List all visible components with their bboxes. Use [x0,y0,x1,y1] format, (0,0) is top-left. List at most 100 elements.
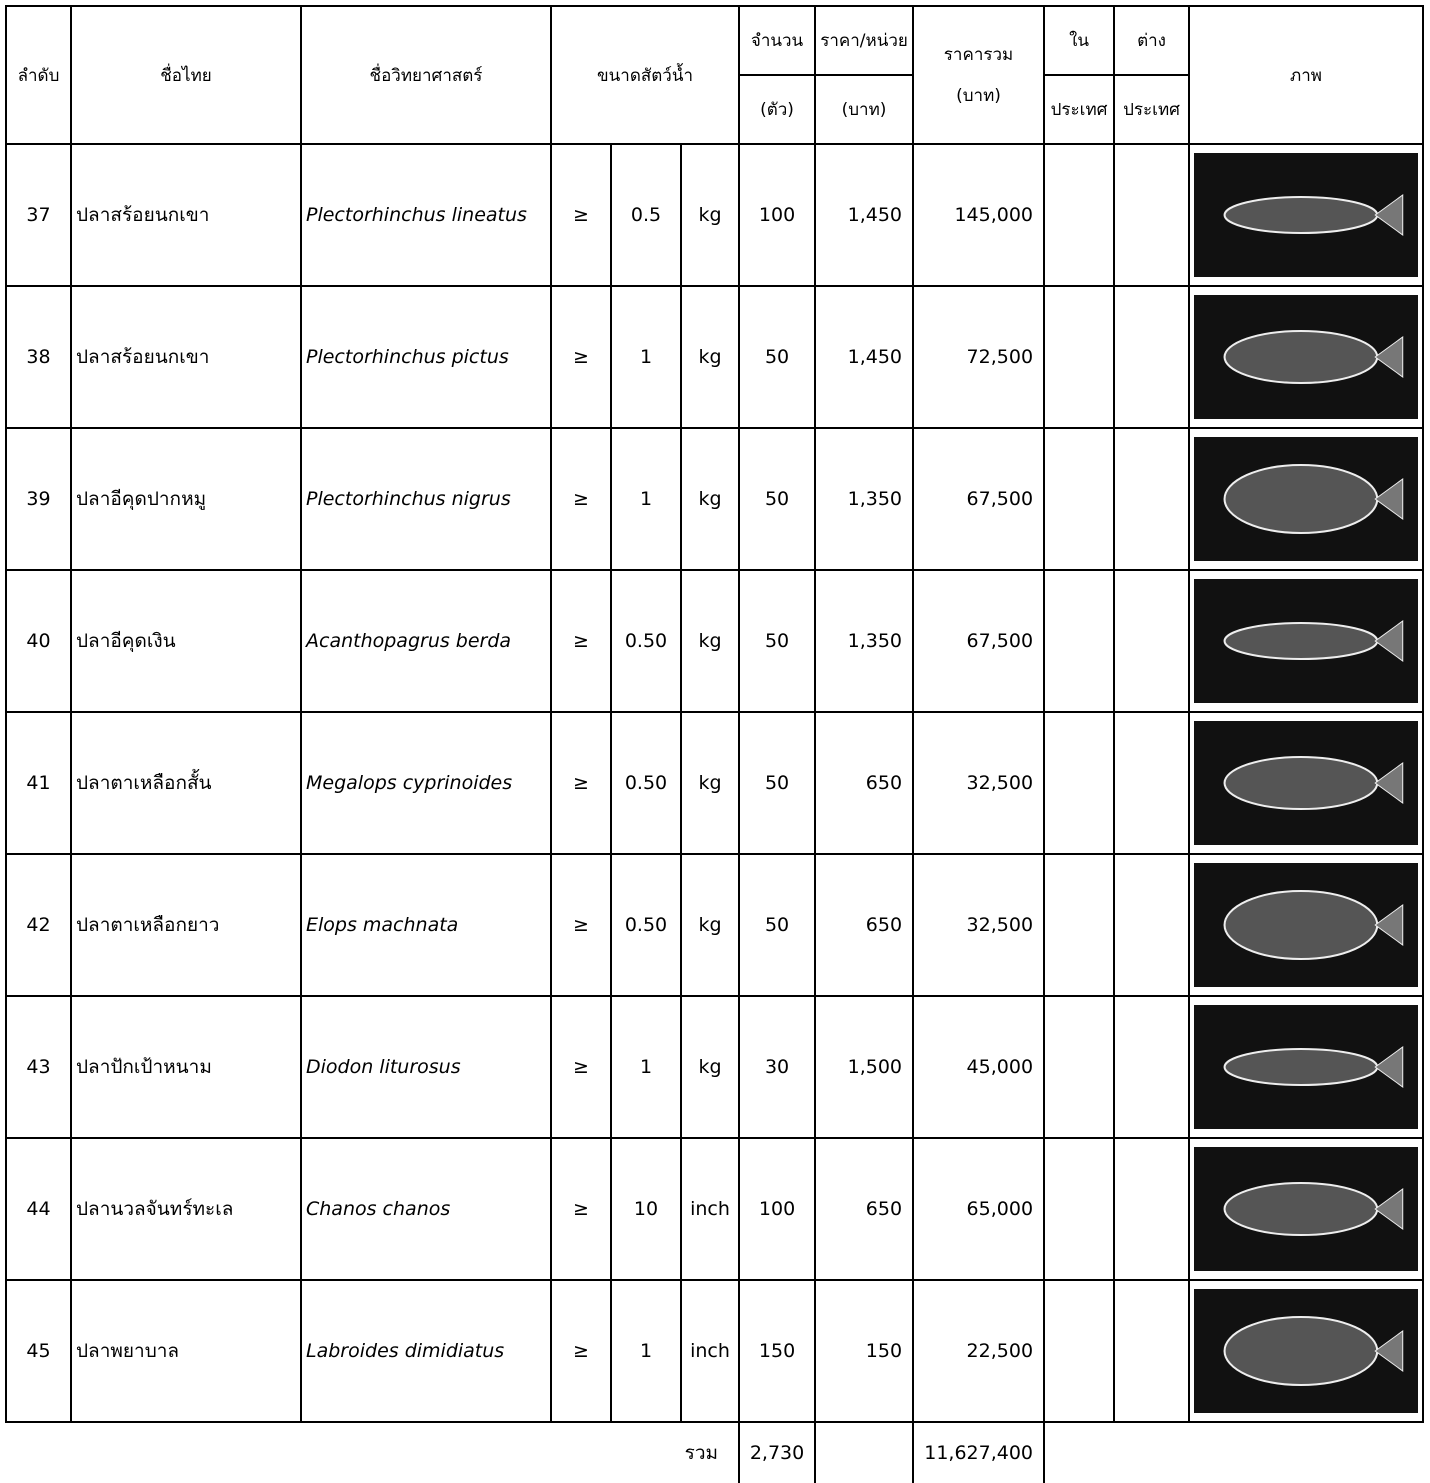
thai-name: ปลาอีคุดปากหมู [70,427,302,571]
scientific-name: Plectorhinchus pictus [300,285,552,429]
table-row: 45 ปลาพยาบาล Labroides dimidiatus ≥1 inch 150… [5,1279,1425,1423]
row-number: 39 [5,427,72,571]
total-price: 65,000 [912,1137,1046,1281]
size-operator: ≥ [550,285,612,429]
header-cell: (ตัว) [738,74,817,145]
header-cell: ภาพ [1188,5,1425,145]
size-operator: ≥ [550,1279,612,1423]
header-row: (ตัว) (บาท) ประเทศ ประเทศ [6,74,1423,145]
table-row: 44 ปลานวลจันทร์ทะเล Chanos chanos ≥10 inch 10… [5,1137,1425,1281]
photo-shape [1223,622,1379,660]
size-operator: ≥ [550,1137,612,1281]
size-operator: ≥ [550,995,612,1139]
table-row: 39 ปลาอีคุดปากหมู Plectorhinchus nigrus ≥1 k… [5,427,1425,571]
blank-cell [1044,1422,1423,1483]
row-number: 44 [5,1137,72,1281]
scientific-name: Elops machnata [300,853,552,997]
foreign-cell [1113,995,1191,1139]
thai-name: ปลาปักเป้าหนาม [70,995,302,1139]
total-price: 72,500 [912,285,1046,429]
thai-name: ปลานวลจันทร์ทะเล [70,1137,302,1281]
image-cell [1188,427,1425,571]
image-cell [1188,1137,1425,1281]
header-row: ลำดับ ชื่อไทย ชื่อวิทยาศาสตร์ ขนาดสัตว์น… [5,5,1425,145]
domestic-cell [1043,711,1116,855]
thai-name: ปลาตาเหลือกสั้น [70,711,302,855]
header-cell: ชื่อวิทยาศาสตร์ [300,5,552,145]
size-value: 1 [610,427,682,571]
row-number: 38 [5,285,72,429]
image-cell [1188,285,1425,429]
total-price: 22,500 [912,1279,1046,1423]
domestic-cell [1043,285,1116,429]
photo-shape [1223,1316,1379,1386]
fish-photo [1194,295,1419,419]
header-cell: ประเทศ [1113,74,1191,145]
header-cell: ใน [1043,5,1116,76]
table-row: 38 ปลาสร้อยนกเขา Plectorhinchus pictus ≥1 kg… [5,285,1425,429]
foreign-cell [1113,285,1191,429]
total-price: 11,627,400 [912,1421,1046,1483]
thai-name: ปลาสร้อยนกเขา [70,143,302,287]
table-header: ลำดับ ชื่อไทย ชื่อวิทยาศาสตร์ ขนาดสัตว์น… [5,5,1425,145]
header-cell: ราคา/หน่วย [814,5,915,76]
size-value: 1 [610,995,682,1139]
size-operator: ≥ [550,711,612,855]
image-cell [1188,995,1425,1139]
total-price: 67,500 [912,427,1046,571]
size-unit: kg [679,427,741,571]
domestic-cell [1043,569,1116,713]
unit-price: 1,450 [814,143,915,287]
image-cell [1188,143,1425,287]
quantity: 50 [738,711,817,855]
header-text: (บาท) [956,86,1001,106]
table-body: 37 ปลาสร้อยนกเขา Plectorhinchus lineatus ≥0… [5,143,1425,1423]
thai-name: ปลาสร้อยนกเขา [70,285,302,429]
header-cell: ชื่อไทย [70,5,302,145]
foreign-cell [1113,1137,1191,1281]
photo-shape [1374,336,1404,378]
fish-photo [1194,1289,1419,1413]
size-unit: kg [679,995,741,1139]
foreign-cell [1113,143,1191,287]
unit-price: 1,500 [814,995,915,1139]
total-price: 32,500 [912,853,1046,997]
row-number: 42 [5,853,72,997]
fish-photo [1194,1005,1419,1129]
image-cell [1188,711,1425,855]
scientific-name: Plectorhinchus nigrus [300,427,552,571]
quantity: 50 [738,285,817,429]
size-value: 1 [610,285,682,429]
quantity: 50 [738,853,817,997]
header-cell: ขนาดสัตว์น้ำ [549,5,741,145]
domestic-cell [1043,427,1116,571]
size-unit: kg [679,569,741,713]
photo-shape [1223,330,1379,384]
domestic-cell [1043,1279,1116,1423]
header-text: ราคารวม [943,45,1014,65]
fish-photo [1194,721,1419,845]
foreign-cell [1113,853,1191,997]
size-value: 1 [610,1279,682,1423]
size-operator: ≥ [550,427,612,571]
size-operator: ≥ [550,569,612,713]
table-row: 41 ปลาตาเหลือกสั้น Megalops cyprinoides ≥0.… [5,711,1425,855]
size-unit: kg [679,711,741,855]
unit-price: 1,450 [814,285,915,429]
size-value: 0.50 [610,711,682,855]
foreign-cell [1113,1279,1191,1423]
foreign-cell [1113,427,1191,571]
unit-price: 650 [814,711,915,855]
size-unit: kg [679,285,741,429]
header-cell: ต่าง [1113,5,1191,76]
domestic-cell [1043,995,1116,1139]
photo-shape [1223,464,1379,534]
size-unit: inch [679,1137,741,1281]
scientific-name: Diodon liturosus [300,995,552,1139]
photo-shape [1374,904,1404,946]
quantity: 50 [738,427,817,571]
scientific-name: Megalops cyprinoides [300,711,552,855]
size-operator: ≥ [550,853,612,997]
blank-cell [814,1421,915,1483]
photo-shape [1223,756,1379,810]
